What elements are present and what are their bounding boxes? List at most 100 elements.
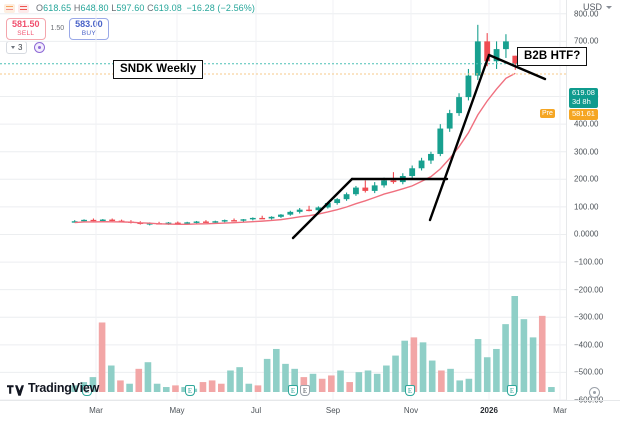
earnings-marker[interactable]: E	[288, 385, 298, 396]
moving-average-line	[74, 72, 516, 226]
candle-body	[212, 221, 219, 223]
volume-bar	[236, 367, 243, 392]
trendline-0[interactable]	[291, 177, 354, 240]
candle-body	[231, 220, 237, 222]
quantity-value: 3	[18, 43, 23, 52]
indicator-icon-b[interactable]	[18, 3, 29, 13]
earnings-marker[interactable]: E	[405, 385, 415, 396]
volume-bar	[199, 382, 207, 392]
currency-label: USD	[582, 2, 602, 12]
sell-button[interactable]: 581.50 SELL	[6, 18, 46, 40]
currency-selector[interactable]: USD	[583, 2, 612, 12]
open-value: 618.65	[43, 3, 72, 13]
candle-body	[437, 128, 444, 154]
volume-bar	[465, 378, 473, 392]
indicator-icon-a[interactable]	[4, 3, 15, 13]
price-tick: 300.00	[574, 147, 599, 157]
high-label: H	[73, 3, 81, 13]
time-axis[interactable]: Mar May Jul Sep Nov 2026 Mar	[0, 400, 620, 423]
price-tick: −300.00	[574, 312, 604, 322]
candle-body	[353, 187, 359, 195]
earnings-marker[interactable]: E	[82, 385, 92, 396]
trendline-2[interactable]	[428, 53, 491, 222]
volume-series	[71, 296, 555, 392]
change-value: −16.28 (−2.56%)	[186, 3, 255, 13]
chevron-down-icon	[11, 46, 15, 49]
refresh-icon[interactable]	[34, 42, 46, 53]
candle-body	[456, 97, 462, 114]
volume-bar	[300, 377, 308, 392]
volume-bar	[328, 375, 335, 392]
volume-bar	[126, 383, 133, 392]
volume-bar	[529, 337, 537, 392]
candle-body	[371, 185, 378, 191]
axis-settings-icon[interactable]	[589, 387, 600, 398]
volume-bar	[447, 368, 454, 392]
earnings-marker[interactable]: E	[507, 385, 517, 396]
time-tick: May	[169, 406, 185, 415]
text-annotation[interactable]: SNDK Weekly	[113, 60, 204, 79]
volume-bar	[309, 373, 317, 392]
candle-body	[81, 219, 87, 222]
candle-body	[278, 214, 284, 217]
time-tick: 2026	[480, 406, 498, 415]
spread-value: 1.50	[50, 25, 65, 33]
chart-header-bar: O618.65 H648.80 L597.60 C619.08 −16.28 (…	[0, 0, 620, 16]
candle-body	[362, 187, 369, 191]
volume-bar	[162, 387, 170, 392]
premarket-price-badge: 581.61	[569, 109, 598, 120]
volume-bar	[538, 315, 546, 392]
volume-bar	[318, 378, 326, 392]
candle-body	[315, 207, 322, 211]
candle-body	[493, 49, 500, 62]
quantity-stepper[interactable]: 3	[6, 41, 28, 54]
candle-body	[390, 180, 397, 183]
buy-button[interactable]: 583.00 BUY	[69, 18, 109, 40]
candle-body	[418, 160, 425, 169]
candle-body	[109, 219, 116, 221]
volume-bar	[410, 337, 418, 392]
volume-bar	[474, 339, 482, 392]
volume-bar	[89, 377, 97, 392]
volume-bar	[273, 348, 280, 392]
candle-body	[428, 153, 434, 161]
volume-bar	[181, 387, 188, 392]
volume-bar	[291, 368, 298, 392]
candle-body	[90, 219, 97, 222]
tradingview-mark-icon	[7, 383, 24, 396]
volume-bar	[483, 357, 491, 392]
volume-bar	[208, 380, 216, 392]
candle-body	[174, 222, 181, 225]
volume-bar	[263, 358, 271, 392]
price-tick: 800.00	[574, 9, 599, 19]
earnings-marker[interactable]: E	[185, 385, 195, 396]
price-axis[interactable]: 800.00700.00500.00400.00300.00200.00100.…	[566, 0, 620, 405]
volume-bar	[346, 382, 353, 392]
premarket-price-value: 581.61	[572, 109, 595, 118]
trendline-3[interactable]	[487, 53, 547, 81]
volume-bar	[135, 368, 143, 392]
volume-bar	[153, 383, 161, 392]
volume-bar	[438, 370, 445, 392]
earnings-marker[interactable]: E	[300, 385, 310, 396]
tradingview-wordmark: TradingView	[28, 381, 100, 395]
candle-body	[184, 222, 191, 224]
candle-body	[474, 41, 481, 76]
time-tick: Nov	[403, 406, 419, 415]
candle-body	[465, 75, 472, 98]
countdown-value: 3d 8h	[572, 96, 591, 106]
chart-canvas	[0, 0, 566, 400]
candle-body	[334, 199, 341, 204]
price-tick: 200.00	[574, 174, 599, 184]
text-annotation[interactable]: B2B HTF?	[517, 47, 588, 66]
volume-bar	[98, 322, 106, 392]
volume-bar	[218, 383, 225, 392]
candle-body	[306, 209, 312, 212]
price-tick: 100.00	[574, 202, 599, 212]
open-label: O	[36, 3, 44, 13]
volume-bar	[456, 380, 464, 392]
chart-pane[interactable]	[0, 0, 566, 400]
time-tick: Mar	[89, 406, 103, 415]
buy-label: BUY	[81, 29, 97, 37]
time-tick: Sep	[325, 406, 341, 415]
